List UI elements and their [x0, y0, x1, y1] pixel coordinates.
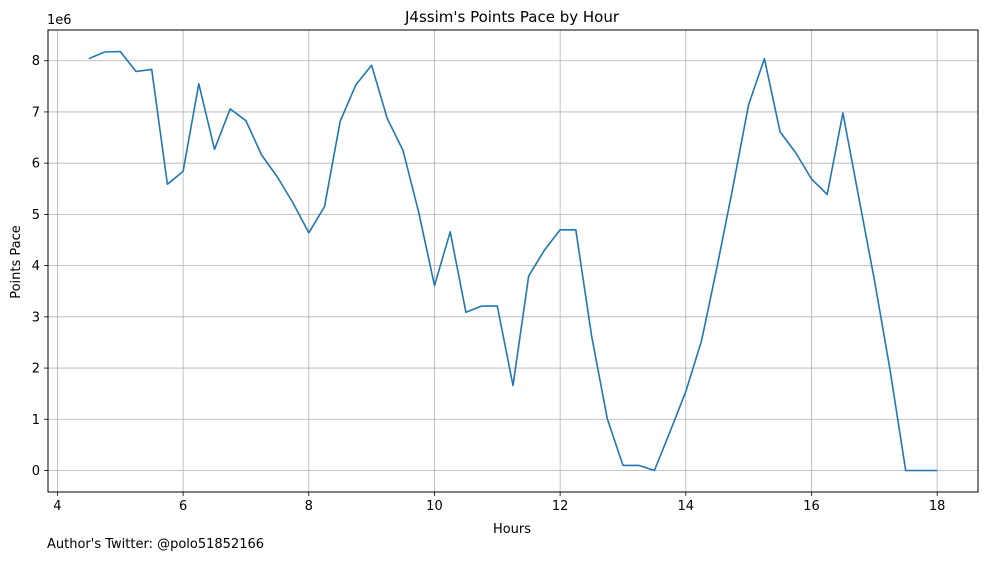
plot-frame — [47, 29, 979, 493]
y-tick-label: 0 — [32, 464, 40, 479]
y-tick-label: 3 — [32, 310, 40, 325]
y-tick-label: 1 — [32, 413, 40, 428]
x-tick-label: 10 — [426, 499, 443, 514]
x-axis-label: Hours — [493, 522, 531, 537]
x-tick-label: 16 — [803, 499, 820, 514]
x-tick-label: 14 — [678, 499, 695, 514]
x-tick-label: 8 — [305, 499, 313, 514]
chart-title: J4ssim's Points Pace by Hour — [404, 8, 620, 26]
x-tick-label: 6 — [179, 499, 187, 514]
y-tick-label: 7 — [32, 105, 40, 120]
y-tick-label: 6 — [32, 157, 40, 172]
author-credit: Author's Twitter: @polo51852166 — [47, 537, 265, 552]
y-axis-offset-label: 1e6 — [47, 13, 72, 28]
y-tick-label: 4 — [32, 259, 40, 274]
x-tick-label: 18 — [929, 499, 946, 514]
y-axis-label: Points Pace — [9, 225, 24, 299]
series-line — [88, 50, 938, 472]
x-tick-label: 12 — [552, 499, 569, 514]
y-tick-label: 8 — [32, 54, 40, 69]
x-tick-label: 4 — [53, 499, 61, 514]
y-tick-label: 5 — [32, 208, 40, 223]
y-tick-label: 2 — [32, 362, 40, 377]
